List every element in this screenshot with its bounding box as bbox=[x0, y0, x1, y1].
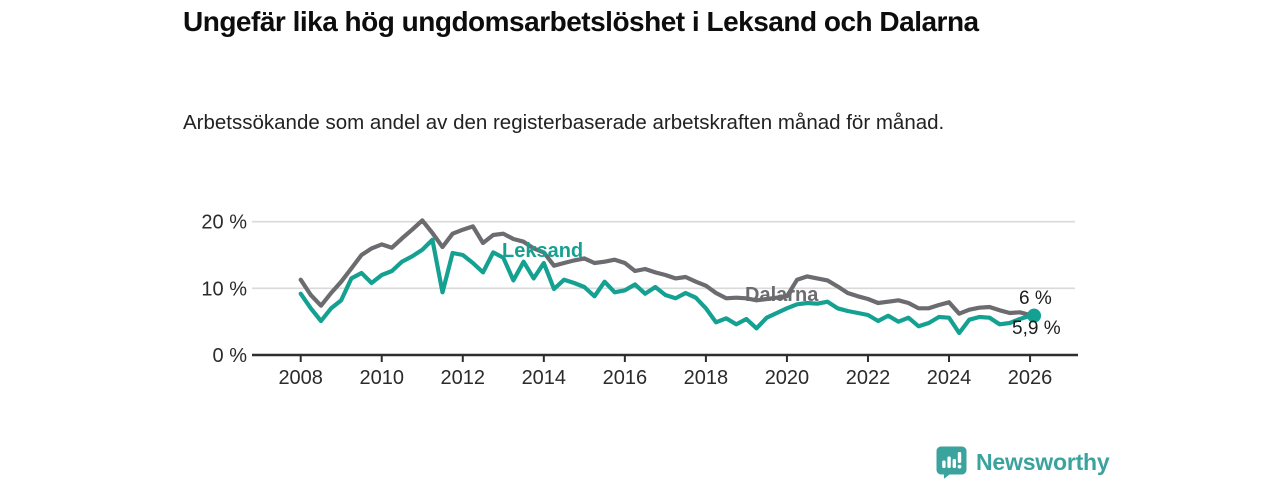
x-tick-label: 2024 bbox=[927, 367, 972, 389]
x-tick-label: 2026 bbox=[1008, 367, 1053, 389]
newsworthy-wordmark: Newsworthy bbox=[976, 449, 1110, 475]
series-line-leksand bbox=[298, 237, 1033, 336]
y-tick-label: 20 % bbox=[201, 212, 247, 234]
x-tick-label: 2010 bbox=[359, 367, 404, 389]
x-tick-label: 2012 bbox=[441, 367, 486, 389]
x-tick-label: 2014 bbox=[522, 367, 567, 389]
y-tick-label: 10 % bbox=[201, 278, 247, 300]
page-title: Ungefär lika hög ungdomsarbetslöshet i L… bbox=[183, 6, 979, 37]
x-tick-label: 2016 bbox=[603, 367, 648, 389]
end-value-leksand: 5,9 % bbox=[1012, 318, 1061, 339]
newsworthy-logo[interactable]: Newsworthy bbox=[936, 446, 1110, 479]
end-value-dalarna: 6 % bbox=[1019, 288, 1052, 309]
series-line-dalarna bbox=[298, 218, 1033, 318]
x-tick-label: 2018 bbox=[684, 367, 729, 389]
chart-subtitle: Arbetssökande som andel av den registerb… bbox=[183, 111, 945, 134]
x-tick-label: 2020 bbox=[765, 367, 810, 389]
x-tick-label: 2008 bbox=[278, 367, 323, 389]
series-label-dalarna: Dalarna bbox=[745, 284, 819, 306]
y-tick-label: 0 % bbox=[213, 345, 248, 367]
x-tick-label: 2022 bbox=[846, 367, 891, 389]
newsworthy-icon bbox=[936, 446, 967, 479]
series-end-dot-leksand bbox=[1027, 308, 1042, 323]
series-label-leksand: Leksand bbox=[502, 240, 584, 262]
